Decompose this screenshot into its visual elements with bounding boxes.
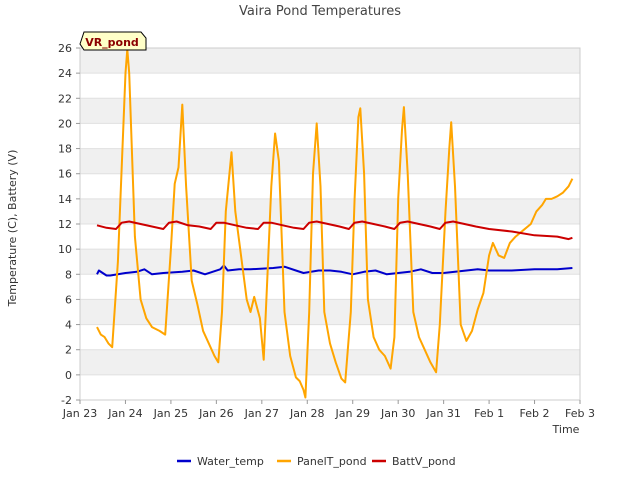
y-tick-label: 14 (58, 193, 72, 206)
series-line-battv-pond (96, 220, 573, 241)
y-tick-label: 0 (65, 369, 72, 382)
series-lines (96, 48, 574, 399)
x-tick-label: Jan 24 (107, 407, 142, 420)
grid-band (80, 123, 580, 149)
y-tick-label: 22 (58, 92, 72, 105)
x-tick-label: Feb 1 (474, 407, 504, 420)
x-tick-label: Jan 26 (198, 407, 233, 420)
y-tick-label: 2 (65, 344, 72, 357)
y-tick-label: 12 (58, 218, 72, 231)
grid-band (80, 299, 580, 325)
y-axis-label: Temperature (C), Battery (V) (6, 150, 19, 308)
x-tick-label: Jan 23 (62, 407, 97, 420)
grid-band (80, 349, 580, 375)
y-tick-label: 26 (58, 42, 72, 55)
x-axis-label: Time (552, 423, 580, 436)
y-tick-label: 18 (58, 143, 72, 156)
grid-band (80, 198, 580, 224)
y-tick-label: 6 (65, 293, 72, 306)
y-tick-label: -2 (61, 394, 72, 407)
y-tick-label: 8 (65, 268, 72, 281)
x-tick-label: Feb 2 (520, 407, 550, 420)
annotation-box: VR_pond (79, 31, 147, 51)
x-tick-label: Jan 25 (153, 407, 188, 420)
legend-label: PanelT_pond (297, 455, 367, 468)
legend-label: Water_temp (197, 455, 264, 468)
grid-band (80, 274, 580, 300)
y-tick-label: 20 (58, 117, 72, 130)
grid-band (80, 73, 580, 99)
x-tick-label: Jan 28 (289, 407, 324, 420)
grid-band (80, 374, 580, 400)
x-tick-label: Jan 30 (380, 407, 415, 420)
y-tick-label: 16 (58, 168, 72, 181)
x-tick-label: Jan 27 (244, 407, 279, 420)
legend-label: BattV_pond (392, 455, 456, 468)
grid-bands (80, 47, 580, 401)
grid-band (80, 173, 580, 199)
grid-band (80, 148, 580, 174)
y-tick-label: 24 (58, 67, 72, 80)
x-tick-label: Feb 3 (565, 407, 595, 420)
annotation-label: VR_pond (85, 36, 139, 49)
x-tick-label: Jan 29 (335, 407, 370, 420)
y-tick-label: 10 (58, 243, 72, 256)
x-axis: Jan 23 Jan 24 Jan 25 Jan 26 Jan 27 Jan 28 Jan … (62, 400, 595, 420)
chart-title: Vaira Pond Temperatures (239, 4, 401, 19)
grid-band (80, 98, 580, 124)
legend: Water_temp PanelT_pond BattV_pond (177, 455, 456, 468)
series-line-panelt-pond (96, 48, 574, 399)
x-tick-label: Jan 31 (425, 407, 460, 420)
grid-band (80, 48, 580, 74)
y-tick-label: 4 (65, 319, 72, 332)
